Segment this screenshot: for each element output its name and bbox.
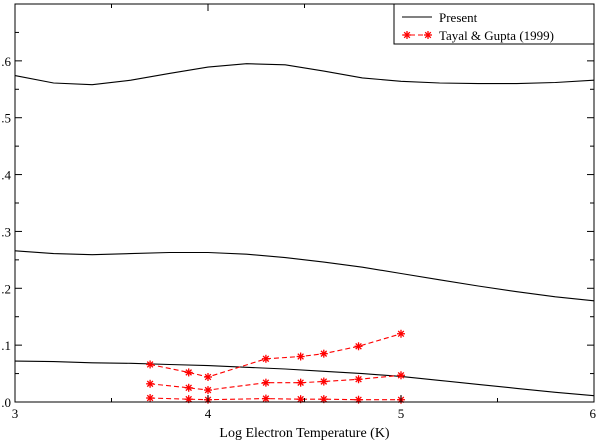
data-point-marker xyxy=(319,377,328,386)
axes-layer: 3 4 5 6 .0 .1 .2 .3 .4 .5 .6 xyxy=(1,4,597,421)
y-tick-label: .3 xyxy=(1,224,11,239)
series-line xyxy=(14,250,595,302)
x-axis-label: Log Electron Temperature (K) xyxy=(219,426,390,441)
series-present xyxy=(14,63,595,86)
x-tick-label: 5 xyxy=(398,406,405,421)
y-tick-label: .6 xyxy=(1,54,11,69)
series-line xyxy=(149,333,402,378)
data-point-marker xyxy=(424,31,432,39)
x-tick-label: 6 xyxy=(590,406,597,421)
data-point-marker xyxy=(204,386,212,395)
y-tick-label: .5 xyxy=(1,111,11,126)
series-tayal-gupta xyxy=(146,371,405,395)
y-tick-label: .4 xyxy=(1,168,11,183)
legend-label: Present xyxy=(439,10,478,25)
series-tayal-gupta xyxy=(146,329,405,381)
series-line xyxy=(14,63,595,86)
plot-area-frame xyxy=(14,3,595,403)
data-point-marker xyxy=(397,329,405,338)
data-point-marker xyxy=(403,31,411,39)
data-point-marker xyxy=(146,379,155,388)
data-point-marker xyxy=(354,342,363,351)
y-tick-label: .1 xyxy=(1,338,11,353)
data-point-marker xyxy=(354,375,363,384)
data-point-marker xyxy=(397,371,405,380)
x-tick-label: 3 xyxy=(12,406,19,421)
data-point-marker xyxy=(354,395,363,404)
data-point-marker xyxy=(261,394,270,403)
legend: Present Tayal & Gupta (1999) xyxy=(393,3,595,45)
legend-label: Tayal & Gupta (1999) xyxy=(439,28,554,43)
data-point-marker xyxy=(204,372,212,381)
data-point-marker xyxy=(261,354,270,363)
series-line xyxy=(14,360,595,397)
data-point-marker xyxy=(296,378,305,387)
series-present xyxy=(14,360,595,397)
legend-item: Tayal & Gupta (1999) xyxy=(402,28,554,43)
y-tick-label: .2 xyxy=(1,281,11,296)
data-point-marker xyxy=(184,368,193,377)
x-tick-label: 4 xyxy=(205,406,212,421)
series-layer xyxy=(14,63,595,404)
legend-box xyxy=(393,3,595,45)
data-point-marker xyxy=(261,378,270,387)
data-point-marker xyxy=(146,360,155,369)
legend-item: Present xyxy=(402,10,478,25)
series-present xyxy=(14,250,595,302)
data-point-marker xyxy=(184,383,193,392)
data-point-marker xyxy=(296,352,305,361)
data-point-marker xyxy=(319,349,328,358)
y-tick-label: .0 xyxy=(1,395,11,410)
data-point-marker xyxy=(146,394,155,403)
